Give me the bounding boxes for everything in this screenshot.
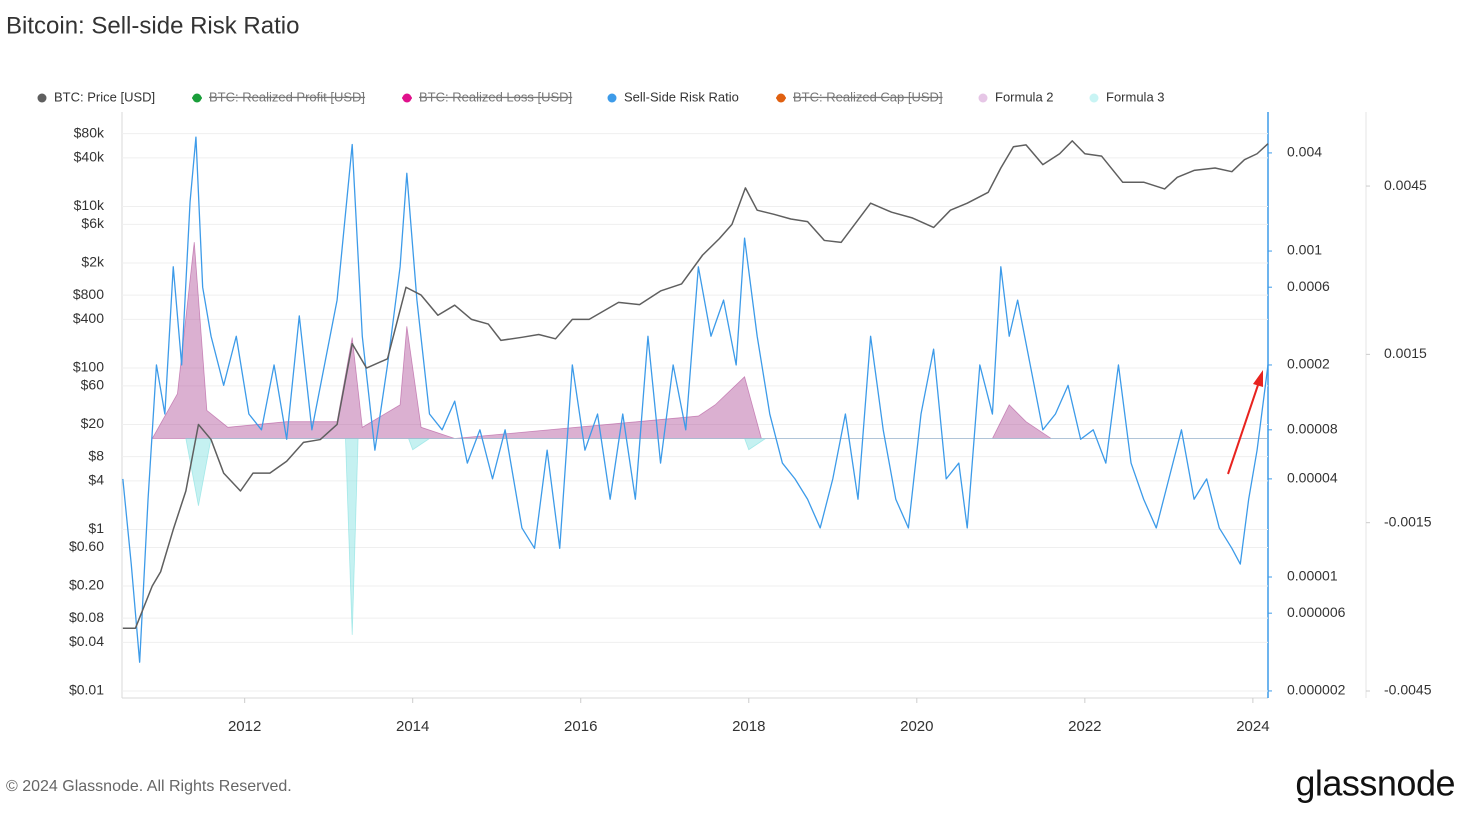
- y-tick-label: $400: [73, 310, 104, 326]
- annotation-arrow: [1227, 370, 1263, 475]
- legend-label[interactable]: BTC: Price [USD]: [54, 89, 155, 104]
- chart-title: Bitcoin: Sell-side Risk Ratio: [6, 12, 299, 39]
- y-tick-label: $8: [88, 447, 104, 463]
- x-tick-label: 2022: [1068, 718, 1101, 735]
- y3-tick-label: 0.0045: [1384, 177, 1427, 193]
- y3-tick-label: -0.0015: [1384, 513, 1432, 529]
- y-tick-label: $0.60: [69, 538, 104, 554]
- y-tick-label: $4: [88, 472, 104, 488]
- legend-marker: [37, 93, 47, 103]
- y-tick-label: $60: [81, 377, 105, 393]
- legend-marker: [776, 93, 786, 103]
- y3-tick-label: -0.0045: [1384, 682, 1432, 698]
- copyright: © 2024 Glassnode. All Rights Reserved.: [6, 778, 292, 795]
- arrow-shaft: [1227, 381, 1260, 475]
- price-line: [122, 140, 1269, 629]
- legend-marker: [607, 93, 617, 103]
- legend-label[interactable]: BTC: Realized Cap [USD]: [793, 89, 943, 104]
- y-tick-label: $0.04: [69, 633, 104, 649]
- y-tick-label: $800: [73, 286, 104, 302]
- legend-marker: [978, 93, 988, 103]
- x-tick-label: 2020: [900, 718, 933, 735]
- x-tick-label: 2018: [732, 718, 765, 735]
- brand-logo: glassnode: [1295, 763, 1455, 804]
- y-tick-label: $0.20: [69, 577, 104, 593]
- formula-area: [151, 242, 1268, 439]
- arrow-head: [1253, 370, 1263, 387]
- y-tick-label: $6k: [81, 215, 105, 231]
- y2-tick-label: 0.004: [1287, 144, 1322, 160]
- x-tick-label: 2016: [564, 718, 597, 735]
- legend-label[interactable]: BTC: Realized Loss [USD]: [419, 89, 572, 104]
- y-tick-label: $2k: [81, 254, 105, 270]
- x-tick-label: 2014: [396, 718, 429, 735]
- legend-label[interactable]: BTC: Realized Profit [USD]: [209, 89, 365, 104]
- y-tick-label: $80k: [74, 124, 105, 140]
- y-tick-label: $0.01: [69, 682, 104, 698]
- y2-tick-label: 0.0002: [1287, 356, 1330, 372]
- legend-marker: [1089, 93, 1099, 103]
- y-tick-label: $20: [81, 415, 105, 431]
- legend-label[interactable]: Sell-Side Risk Ratio: [624, 89, 739, 104]
- legend-label[interactable]: Formula 3: [1106, 89, 1165, 104]
- y2-tick-label: 0.00001: [1287, 568, 1338, 584]
- y-tick-label: $40k: [74, 149, 105, 165]
- plot-area: [122, 133, 1269, 692]
- legend-marker: [192, 93, 202, 103]
- y2-tick-label: 0.000002: [1287, 682, 1346, 698]
- x-tick-label: 2024: [1236, 718, 1269, 735]
- ratio-line: [122, 136, 1269, 663]
- x-tick-label: 2012: [228, 718, 261, 735]
- legend-label[interactable]: Formula 2: [995, 89, 1054, 104]
- y-tick-label: $100: [73, 359, 104, 375]
- y2-tick-label: 0.00008: [1287, 421, 1338, 437]
- y2-tick-label: 0.001: [1287, 242, 1322, 258]
- y-tick-label: $1: [88, 520, 104, 536]
- y-tick-label: $10k: [74, 197, 105, 213]
- y2-tick-label: 0.0006: [1287, 278, 1330, 294]
- y2-tick-label: 0.000006: [1287, 604, 1346, 620]
- formula-area: [185, 438, 1268, 635]
- y-tick-label: $0.08: [69, 609, 104, 625]
- y2-tick-label: 0.00004: [1287, 470, 1338, 486]
- y3-tick-label: 0.0015: [1384, 345, 1427, 361]
- legend-marker: [402, 93, 412, 103]
